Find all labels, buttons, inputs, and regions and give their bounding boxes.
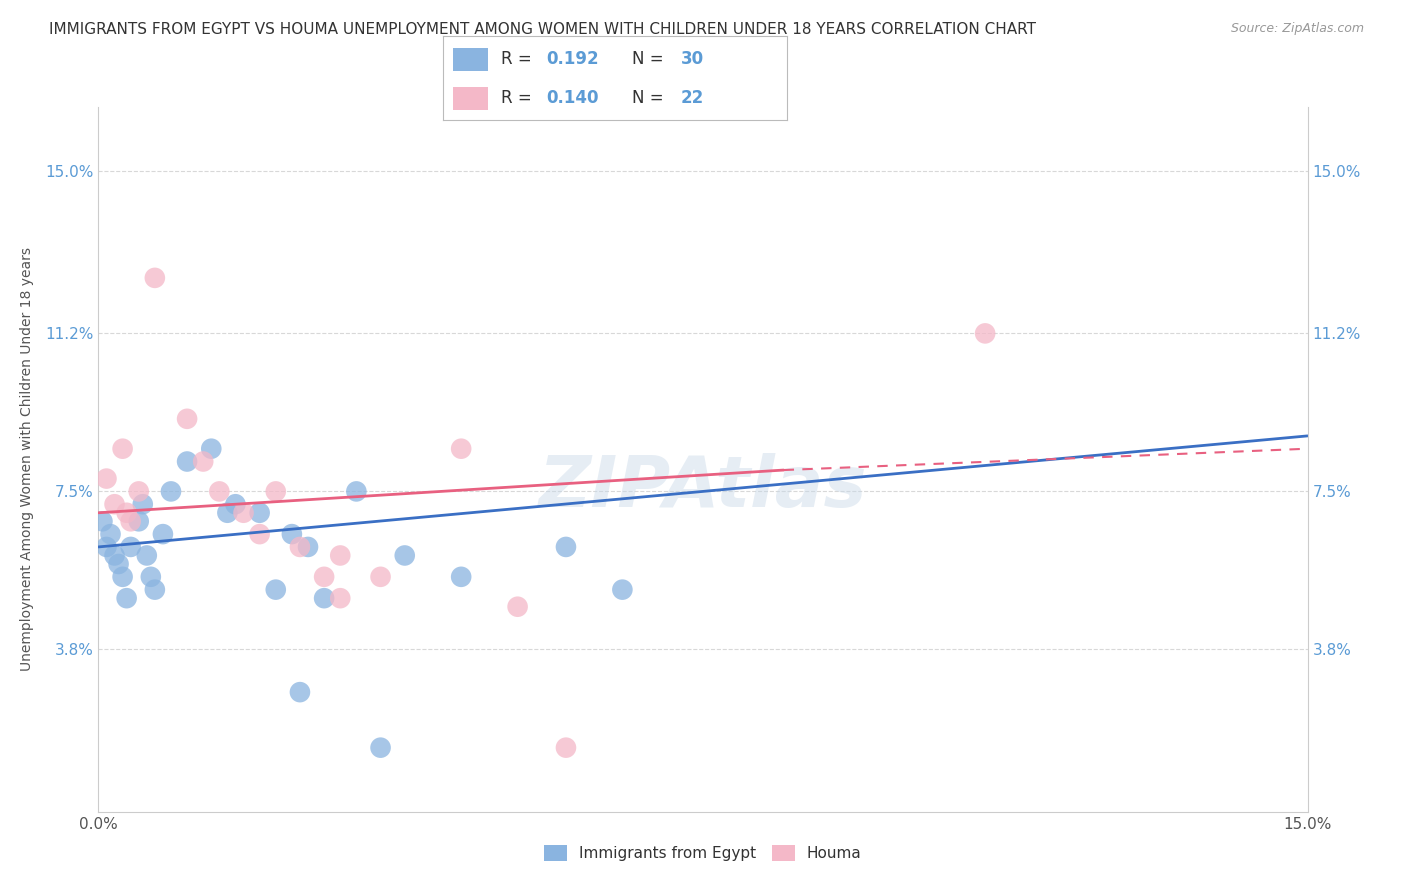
Point — [450, 442, 472, 456]
Text: ZIPAtlas: ZIPAtlas — [538, 453, 868, 522]
Text: R =: R = — [502, 50, 537, 68]
Text: N =: N = — [633, 88, 669, 106]
Point — [120, 514, 142, 528]
Point — [128, 514, 150, 528]
Point — [135, 549, 157, 563]
Point — [555, 540, 578, 554]
Point — [297, 540, 319, 554]
Point — [111, 442, 134, 456]
Point — [288, 540, 311, 554]
Point — [143, 582, 166, 597]
Point — [132, 497, 155, 511]
Point — [974, 326, 997, 341]
Point — [200, 442, 222, 456]
Point — [314, 570, 336, 584]
Point — [96, 472, 118, 486]
Point — [103, 549, 125, 563]
Point — [370, 570, 392, 584]
Point — [344, 484, 367, 499]
Text: 22: 22 — [681, 88, 704, 106]
Text: R =: R = — [502, 88, 537, 106]
Legend: Immigrants from Egypt, Houma: Immigrants from Egypt, Houma — [538, 839, 868, 868]
Point — [115, 591, 138, 606]
Point — [152, 527, 174, 541]
Point — [111, 570, 134, 584]
Point — [217, 506, 239, 520]
Point — [612, 582, 634, 597]
Point — [107, 557, 129, 571]
Point — [176, 412, 198, 426]
Text: 0.140: 0.140 — [546, 88, 599, 106]
Point — [176, 454, 198, 468]
Point — [555, 740, 578, 755]
Text: IMMIGRANTS FROM EGYPT VS HOUMA UNEMPLOYMENT AMONG WOMEN WITH CHILDREN UNDER 18 Y: IMMIGRANTS FROM EGYPT VS HOUMA UNEMPLOYM… — [49, 22, 1036, 37]
Point — [100, 527, 122, 541]
Point — [193, 454, 215, 468]
Point — [394, 549, 416, 563]
Point — [281, 527, 304, 541]
Text: 0.192: 0.192 — [546, 50, 599, 68]
Point — [103, 497, 125, 511]
Point — [208, 484, 231, 499]
Point — [160, 484, 183, 499]
Point — [506, 599, 529, 614]
Point — [249, 506, 271, 520]
Point — [329, 591, 352, 606]
Point — [91, 514, 114, 528]
Point — [139, 570, 162, 584]
Point — [264, 484, 287, 499]
Point — [314, 591, 336, 606]
Point — [128, 484, 150, 499]
Point — [450, 570, 472, 584]
Y-axis label: Unemployment Among Women with Children Under 18 years: Unemployment Among Women with Children U… — [20, 247, 34, 672]
Point — [224, 497, 246, 511]
Point — [264, 582, 287, 597]
FancyBboxPatch shape — [453, 87, 488, 111]
Point — [288, 685, 311, 699]
Point — [96, 540, 118, 554]
Point — [120, 540, 142, 554]
Text: N =: N = — [633, 50, 669, 68]
Point — [115, 506, 138, 520]
Point — [232, 506, 254, 520]
Point — [329, 549, 352, 563]
FancyBboxPatch shape — [453, 47, 488, 71]
Text: 30: 30 — [681, 50, 703, 68]
Point — [143, 271, 166, 285]
Point — [370, 740, 392, 755]
Point — [249, 527, 271, 541]
Text: Source: ZipAtlas.com: Source: ZipAtlas.com — [1230, 22, 1364, 36]
